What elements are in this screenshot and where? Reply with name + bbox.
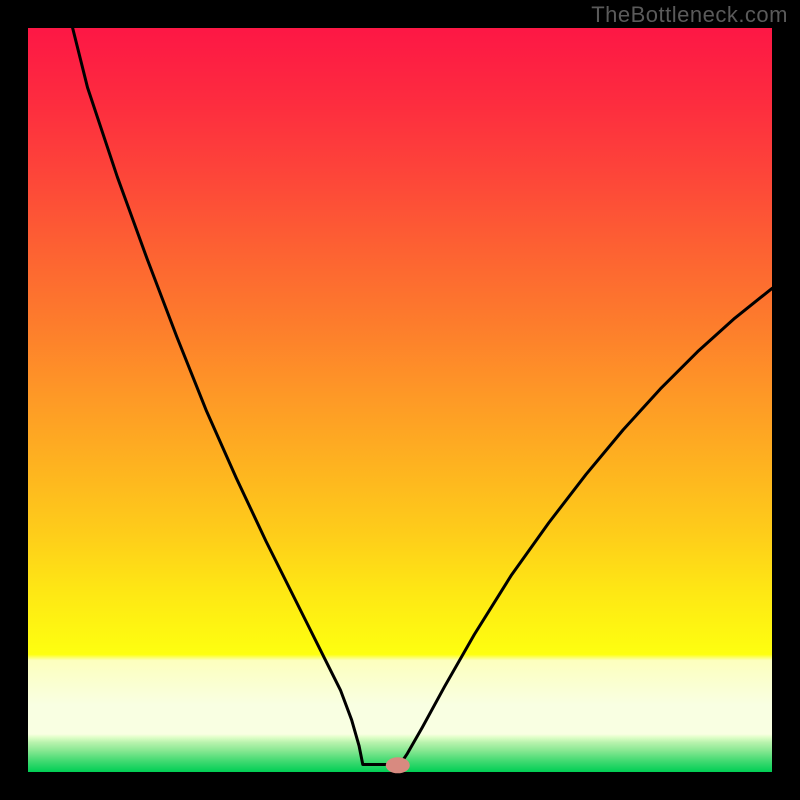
- plot-gradient-background: [28, 28, 772, 772]
- chart-stage: TheBottleneck.com: [0, 0, 800, 800]
- bottleneck-chart: [0, 0, 800, 800]
- optimum-marker: [386, 757, 410, 773]
